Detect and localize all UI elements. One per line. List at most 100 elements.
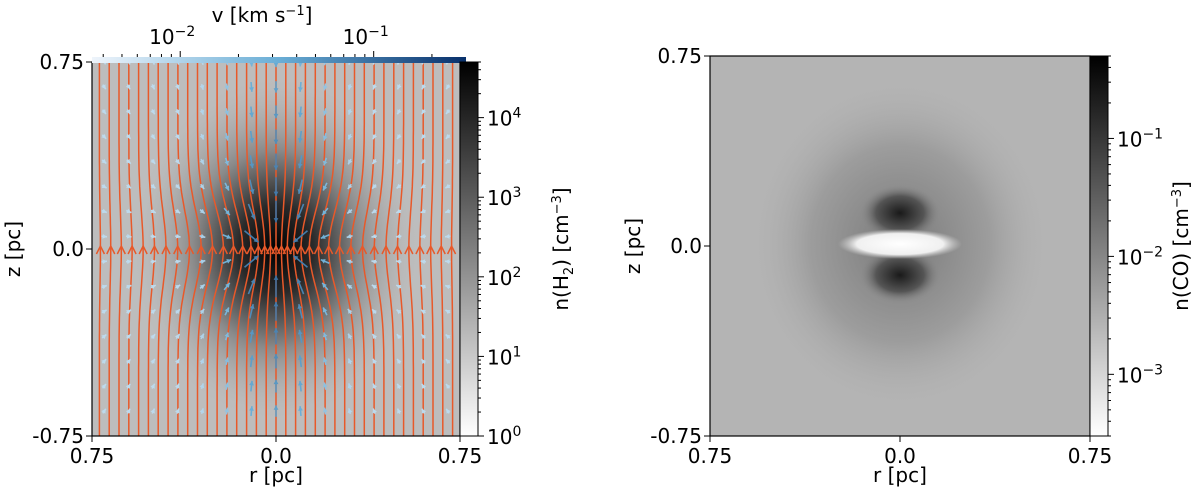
velocity-arrowhead [396, 309, 402, 315]
velocity-arrowhead [101, 309, 107, 315]
velocity-arrowhead [372, 333, 378, 339]
velocity-arrowhead [225, 282, 230, 288]
velocity-arrowhead [199, 308, 205, 314]
right-x-tick-label: 0.75 [688, 444, 733, 468]
velocity-arrowhead [175, 183, 180, 189]
field-line [286, 62, 297, 436]
h2-colorbar-tick-label: 103 [487, 185, 521, 210]
velocity-arrowhead [273, 88, 279, 93]
field-line [361, 62, 375, 436]
velocity-arrowhead [126, 183, 132, 189]
velocity-arrowhead [346, 233, 352, 239]
field-line [137, 62, 144, 436]
velocity-arrowhead [226, 234, 232, 239]
left-panel: 10−2 10−1 v [km s−1] 100 101 102 103 104 n(H2… [1, 3, 577, 487]
velocity-arrowhead [224, 357, 230, 363]
velocity-arrowhead [322, 110, 328, 116]
h2-colorbar-tick-label: 100 [487, 424, 521, 449]
velocity-arrowhead [101, 158, 107, 164]
velocity-arrowhead [249, 304, 255, 310]
velocity-arrowhead [250, 214, 256, 220]
velocity-arrowhead [348, 333, 353, 339]
velocity-arrowhead [273, 275, 279, 280]
velocity-arrowhead [249, 380, 254, 386]
velocity-arrowhead [224, 407, 230, 413]
velocity-arrowhead [322, 407, 328, 413]
velocity-arrowhead [445, 309, 451, 315]
field-line-arrow [304, 244, 314, 255]
velocity-arrowhead [347, 109, 353, 115]
co-density-map [710, 56, 1090, 436]
velocity-arrowhead [101, 109, 106, 115]
velocity-arrowhead [421, 334, 427, 340]
velocity-colorbar-tick-label: 10−2 [149, 24, 195, 49]
velocity-arrowhead [420, 183, 426, 189]
field-line [177, 62, 191, 436]
velocity-arrowhead [397, 134, 402, 140]
h2-colorbar [459, 61, 479, 437]
h2-colorbar-label: n(H2) [cm−3] [549, 187, 577, 310]
field-line-arrow [184, 244, 195, 255]
velocity-arrowhead [446, 408, 451, 414]
field-line [292, 62, 307, 436]
velocity-arrowhead [102, 233, 107, 239]
velocity-arrowhead [421, 359, 427, 364]
field-line-arrow [323, 244, 334, 255]
field-line [157, 62, 167, 436]
velocity-arrowhead [371, 259, 377, 265]
velocity-arrowhead [347, 383, 353, 389]
velocity-arrowhead [150, 158, 156, 164]
velocity-arrowhead [253, 255, 259, 261]
velocity-arrowhead [421, 109, 427, 115]
velocity-arrowhead [298, 112, 303, 118]
velocity-arrowhead [371, 233, 377, 239]
velocity-arrowhead [372, 183, 377, 189]
co-colorbar [1089, 55, 1109, 437]
velocity-arrowhead [150, 109, 155, 115]
velocity-arrowhead [249, 329, 255, 335]
velocity-arrowhead [125, 158, 131, 164]
velocity-arrowhead [126, 259, 132, 265]
left-y-tick-label: -0.75 [32, 424, 84, 448]
right-x-tick-label: 0.75 [1068, 444, 1113, 468]
velocity-arrowhead [126, 309, 132, 315]
velocity-arrowhead [249, 406, 254, 411]
velocity-arrowhead [420, 208, 426, 214]
velocity-arrowhead [249, 188, 255, 194]
velocity-arrowhead [199, 408, 205, 414]
velocity-arrowhead [347, 284, 353, 290]
field-line [265, 62, 272, 436]
velocity-arrowhead [347, 208, 353, 214]
velocity-colorbar-ticks: 10−2 10−1 [102, 24, 433, 57]
velocity-arrowhead [446, 109, 451, 115]
velocity-arrowhead [372, 84, 377, 90]
velocity-arrowhead [250, 278, 256, 284]
field-line-arrow [392, 244, 403, 255]
right-y-axis-label: z [pc] [621, 218, 645, 274]
velocity-arrowhead [446, 383, 451, 389]
velocity-arrowhead [396, 158, 402, 164]
velocity-arrowhead [249, 62, 254, 67]
velocity-arrowhead [322, 85, 328, 91]
velocity-arrowhead [273, 379, 279, 385]
velocity-arrowhead [445, 233, 450, 239]
velocity-arrowhead [249, 112, 254, 118]
velocity-arrowhead [273, 301, 279, 307]
right-axes-ticks: 0.75 0.0 0.75 0.75 0.0 -0.75 [650, 44, 1112, 468]
field-line-arrow [253, 244, 263, 255]
velocity-arrowhead [372, 134, 378, 140]
velocity-arrowhead [372, 109, 377, 115]
left-axes-ticks: 0.75 0.0 0.75 0.75 0.0 -0.75 [32, 50, 482, 468]
velocity-arrowhead [322, 382, 328, 388]
right-panel: 10−310−210−1 n(CO) [cm−3] 0.75 0.0 0.750.7… [621, 44, 1193, 487]
velocity-arrowhead [224, 110, 230, 116]
velocity-arrowhead [348, 159, 353, 165]
velocity-arrowhead [445, 359, 451, 365]
velocity-arrowhead [101, 208, 107, 214]
velocity-arrowhead [175, 383, 180, 389]
velocity-arrowhead [150, 408, 155, 414]
field-line [300, 62, 317, 436]
velocity-arrowhead [101, 359, 107, 365]
field-line [167, 62, 179, 436]
velocity-arrowhead [150, 208, 156, 214]
